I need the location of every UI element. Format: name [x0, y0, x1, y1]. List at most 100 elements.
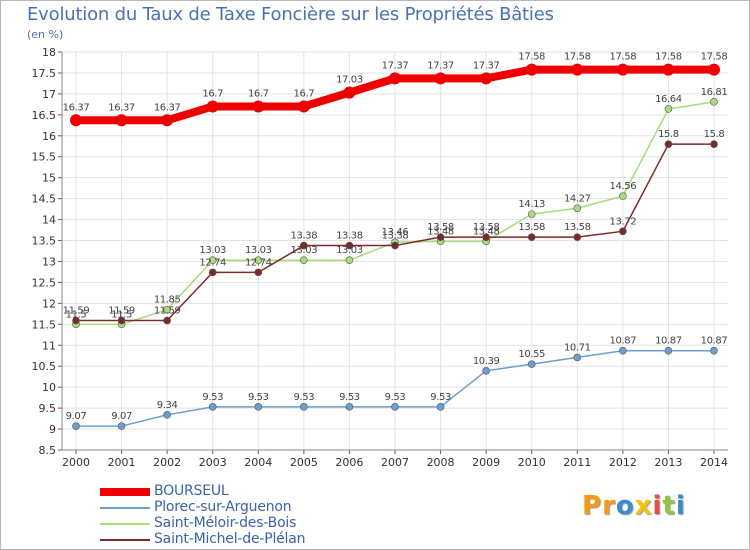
legend-label-plorec: Plorec-sur-Arguenon — [154, 499, 292, 515]
data-label-1: 10.55 — [518, 349, 545, 360]
data-label-1: 10.87 — [655, 336, 682, 347]
data-label-0: 17.37 — [382, 60, 409, 71]
x-tick-label: 2003 — [199, 456, 227, 469]
data-label-0: 17.03 — [336, 75, 363, 86]
data-label-2: 16.64 — [655, 94, 682, 105]
data-label-3: 13.38 — [382, 231, 409, 242]
data-label-0: 16.7 — [202, 88, 223, 99]
series-point-2 — [208, 256, 217, 265]
data-label-2: 11.5 — [66, 309, 87, 320]
series-point-0 — [161, 114, 174, 127]
data-label-3: 13.58 — [518, 222, 545, 233]
logo-letter: o — [615, 491, 635, 521]
y-tick-label: 9.5 — [39, 402, 57, 415]
chart-title: Evolution du Taux de Taxe Foncière sur l… — [27, 4, 554, 25]
series-point-0 — [434, 72, 447, 85]
series-point-3 — [436, 233, 445, 241]
y-tick-label: 16 — [42, 130, 56, 143]
legend-item-plorec: Plorec-sur-Arguenon — [100, 499, 400, 516]
legend-label-saint-michel: Saint-Michel-de-Plélan — [154, 531, 306, 547]
data-label-2: 13.03 — [336, 245, 363, 256]
series-point-3 — [300, 241, 308, 250]
series-point-1 — [664, 346, 673, 355]
data-label-2: 16.81 — [701, 87, 728, 98]
data-label-1: 10.71 — [564, 342, 591, 353]
x-tick-label: 2007 — [381, 456, 409, 469]
y-tick-label: 15.5 — [32, 151, 57, 164]
x-tick-label: 2011 — [563, 456, 591, 469]
series-point-1 — [117, 422, 126, 430]
series-point-0 — [206, 100, 219, 113]
series-point-0 — [708, 63, 720, 76]
x-tick-label: 2001 — [108, 456, 136, 469]
data-label-3: 15.8 — [658, 129, 679, 140]
x-tick-label: 2005 — [290, 456, 318, 469]
series-point-3 — [482, 233, 490, 241]
data-label-0: 17.58 — [701, 52, 728, 63]
data-label-1: 9.53 — [385, 392, 406, 403]
series-point-3 — [345, 241, 354, 250]
series-point-1 — [345, 403, 354, 411]
series-point-1 — [710, 346, 718, 355]
y-tick-label: 10.5 — [32, 360, 57, 373]
series-point-0 — [480, 72, 493, 85]
series-point-3 — [391, 241, 399, 250]
series-point-3 — [117, 316, 126, 325]
series-point-1 — [254, 403, 263, 411]
data-label-0: 16.7 — [294, 88, 315, 99]
series-point-1 — [482, 367, 490, 375]
chart-legend: BOURSEUL Plorec-sur-Arguenon Saint-Méloi… — [100, 483, 400, 548]
legend-swatch-saint-meloir — [100, 523, 150, 525]
proxiti-logo: Proxiti — [582, 491, 686, 521]
y-tick-label: 18 — [42, 46, 56, 59]
series-point-3 — [573, 233, 582, 241]
data-label-0: 16.37 — [108, 102, 135, 113]
logo-letter: x — [634, 491, 653, 521]
data-label-3: 13.58 — [427, 222, 454, 233]
data-label-2: 13.03 — [291, 245, 318, 256]
data-label-3: 12.74 — [245, 257, 272, 268]
series-point-0 — [70, 114, 82, 127]
y-tick-label: 17.5 — [32, 67, 57, 80]
data-label-0: 16.37 — [154, 102, 181, 113]
legend-label-saint-meloir: Saint-Méloir-des-Bois — [154, 515, 297, 531]
series-point-3 — [208, 268, 217, 277]
data-label-1: 10.87 — [701, 336, 728, 347]
data-label-0: 17.37 — [427, 60, 454, 71]
x-tick-label: 2009 — [472, 456, 500, 469]
series-point-0 — [115, 114, 128, 127]
data-label-2: 13.48 — [427, 226, 454, 237]
logo-letter: P — [582, 491, 603, 521]
series-point-1 — [619, 346, 627, 355]
series-point-3 — [72, 316, 80, 325]
x-tick-label: 2000 — [62, 456, 90, 469]
series-point-3 — [254, 268, 263, 277]
series-point-2 — [300, 256, 308, 265]
series-point-2 — [710, 98, 718, 106]
y-tick-label: 12.5 — [32, 276, 57, 289]
series-point-3 — [619, 227, 627, 236]
series-point-0 — [297, 100, 310, 113]
data-label-1: 9.07 — [66, 411, 87, 422]
data-label-1: 10.39 — [473, 356, 500, 367]
data-label-3: 13.38 — [291, 231, 318, 242]
data-label-0: 17.58 — [655, 52, 682, 63]
series-point-1 — [436, 403, 445, 411]
data-label-3: 11.59 — [108, 306, 135, 317]
logo-letter: r — [602, 491, 616, 521]
data-label-1: 9.34 — [157, 400, 178, 411]
series-point-1 — [391, 403, 399, 411]
series-point-0 — [252, 100, 265, 113]
y-tick-label: 14.5 — [32, 193, 57, 206]
data-label-3: 15.8 — [704, 129, 725, 140]
x-tick-label: 2002 — [153, 456, 181, 469]
data-label-0: 16.7 — [248, 88, 269, 99]
series-point-0 — [662, 63, 675, 76]
series-point-0 — [571, 63, 584, 76]
y-tick-label: 17 — [42, 88, 56, 101]
x-tick-label: 2010 — [518, 456, 546, 469]
y-tick-label: 13 — [42, 255, 56, 268]
y-tick-label: 8.5 — [39, 444, 57, 457]
series-point-2 — [345, 256, 354, 265]
x-tick-label: 2004 — [244, 456, 272, 469]
